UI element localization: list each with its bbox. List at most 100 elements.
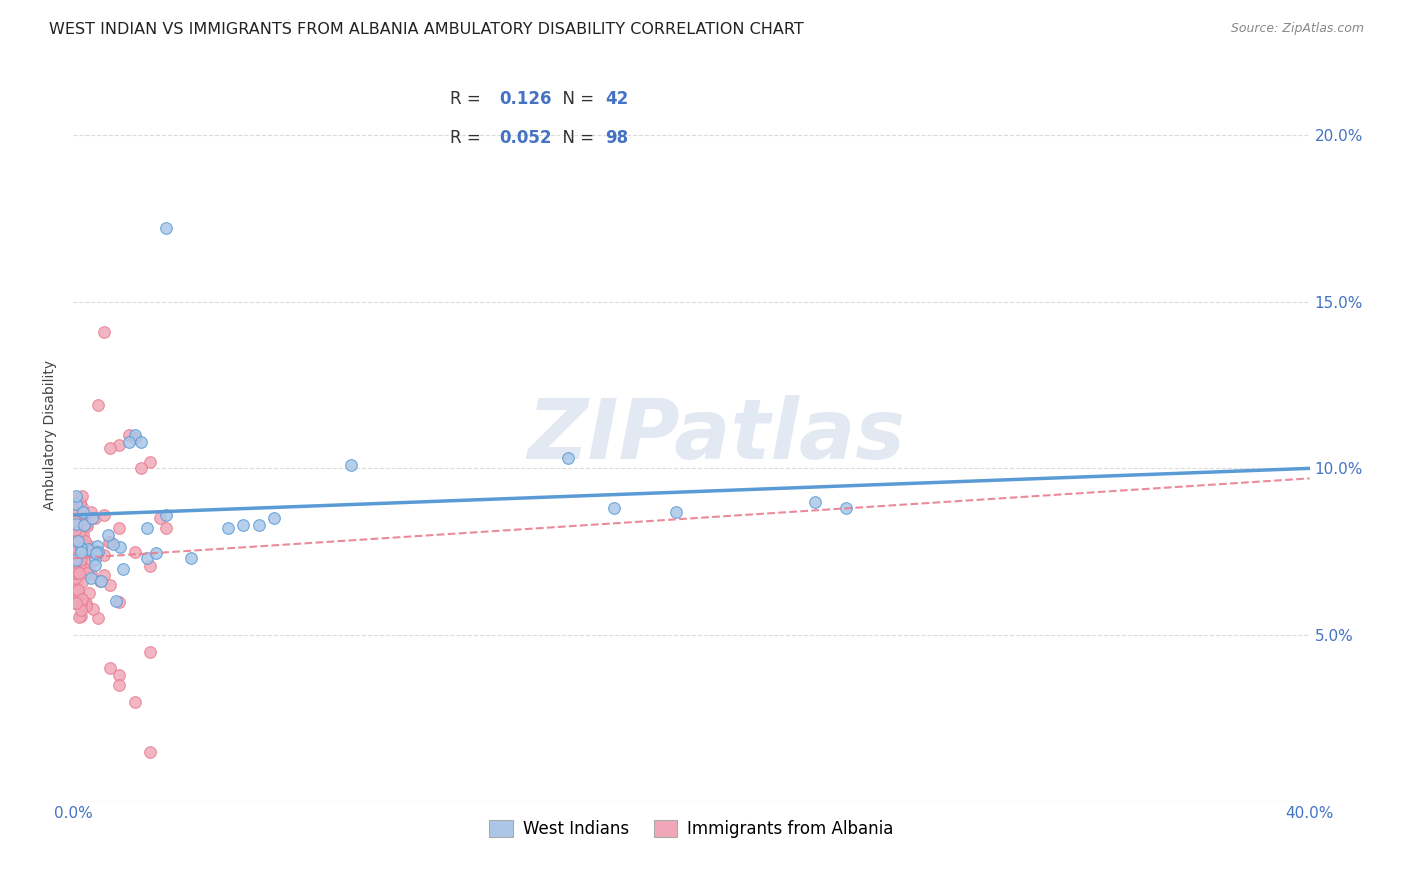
Point bbox=[69, 534, 91, 549]
Point bbox=[66, 574, 89, 588]
Point bbox=[557, 451, 579, 466]
Point bbox=[118, 428, 141, 442]
Point bbox=[65, 559, 87, 574]
Point bbox=[63, 550, 86, 565]
Point bbox=[80, 505, 103, 519]
Point bbox=[129, 461, 152, 475]
Point bbox=[98, 661, 121, 675]
Point bbox=[124, 431, 146, 445]
Point bbox=[70, 545, 93, 559]
Point bbox=[76, 544, 98, 558]
Point bbox=[66, 498, 89, 512]
Point bbox=[66, 541, 89, 556]
Point bbox=[63, 539, 86, 553]
Point bbox=[70, 500, 93, 515]
Text: N =: N = bbox=[551, 90, 599, 108]
Point bbox=[87, 611, 110, 625]
Point bbox=[87, 398, 110, 412]
Point bbox=[67, 566, 90, 581]
Point bbox=[77, 541, 100, 556]
Point bbox=[75, 596, 97, 610]
Point bbox=[98, 534, 121, 549]
Point bbox=[82, 554, 104, 568]
Point bbox=[72, 518, 94, 533]
Point bbox=[63, 596, 86, 610]
Point bbox=[86, 539, 108, 553]
Point bbox=[112, 562, 135, 576]
Point bbox=[70, 609, 93, 624]
Point bbox=[155, 508, 177, 523]
Point bbox=[77, 539, 100, 553]
Legend: West Indians, Immigrants from Albania: West Indians, Immigrants from Albania bbox=[482, 813, 900, 845]
Point bbox=[108, 521, 131, 535]
Text: 42: 42 bbox=[605, 90, 628, 108]
Point bbox=[83, 558, 105, 572]
Point bbox=[129, 434, 152, 449]
Point bbox=[83, 511, 105, 525]
Point bbox=[72, 527, 94, 541]
Point bbox=[69, 597, 91, 611]
Point bbox=[66, 594, 89, 608]
Point bbox=[107, 595, 129, 609]
Point bbox=[66, 565, 89, 579]
Point bbox=[63, 585, 86, 599]
Point bbox=[69, 558, 91, 572]
Point bbox=[63, 491, 86, 506]
Point bbox=[155, 221, 177, 235]
Point bbox=[80, 566, 103, 581]
Point bbox=[263, 511, 285, 525]
Point bbox=[118, 434, 141, 449]
Point bbox=[149, 511, 172, 525]
Point bbox=[67, 517, 90, 532]
Point bbox=[124, 695, 146, 709]
Point bbox=[65, 489, 87, 503]
Point bbox=[69, 495, 91, 509]
Y-axis label: Ambulatory Disability: Ambulatory Disability bbox=[44, 360, 58, 510]
Point bbox=[63, 502, 86, 516]
Point bbox=[139, 645, 162, 659]
Point bbox=[63, 541, 86, 555]
Point bbox=[136, 551, 159, 566]
Point bbox=[603, 501, 626, 516]
Point bbox=[63, 527, 86, 541]
Point bbox=[93, 508, 115, 522]
Point bbox=[76, 519, 98, 533]
Point bbox=[83, 552, 105, 566]
Point bbox=[72, 505, 94, 519]
Point bbox=[80, 571, 103, 585]
Point bbox=[65, 498, 87, 512]
Point bbox=[67, 583, 90, 598]
Text: 98: 98 bbox=[605, 129, 628, 147]
Point bbox=[101, 537, 124, 551]
Point bbox=[65, 497, 87, 511]
Point bbox=[93, 568, 115, 582]
Point bbox=[835, 501, 858, 516]
Point bbox=[69, 603, 91, 617]
Point bbox=[89, 574, 111, 589]
Text: N =: N = bbox=[551, 129, 599, 147]
Point bbox=[65, 549, 87, 564]
Point bbox=[65, 507, 87, 521]
Point bbox=[108, 438, 131, 452]
Point bbox=[75, 517, 97, 532]
Point bbox=[93, 325, 115, 339]
Point bbox=[217, 521, 239, 535]
Point bbox=[72, 574, 94, 589]
Point bbox=[76, 566, 98, 580]
Point bbox=[69, 529, 91, 543]
Text: ZIPatlas: ZIPatlas bbox=[527, 394, 905, 475]
Point bbox=[86, 543, 108, 558]
Point bbox=[70, 591, 93, 606]
Point bbox=[69, 527, 91, 541]
Point bbox=[108, 540, 131, 554]
Point bbox=[139, 745, 162, 759]
Point bbox=[65, 553, 87, 567]
Point bbox=[65, 596, 87, 610]
Point bbox=[93, 548, 115, 562]
Point bbox=[75, 516, 97, 530]
Point bbox=[90, 574, 112, 588]
Point bbox=[67, 596, 90, 610]
Point bbox=[67, 610, 90, 624]
Point bbox=[75, 599, 97, 614]
Point bbox=[247, 518, 270, 533]
